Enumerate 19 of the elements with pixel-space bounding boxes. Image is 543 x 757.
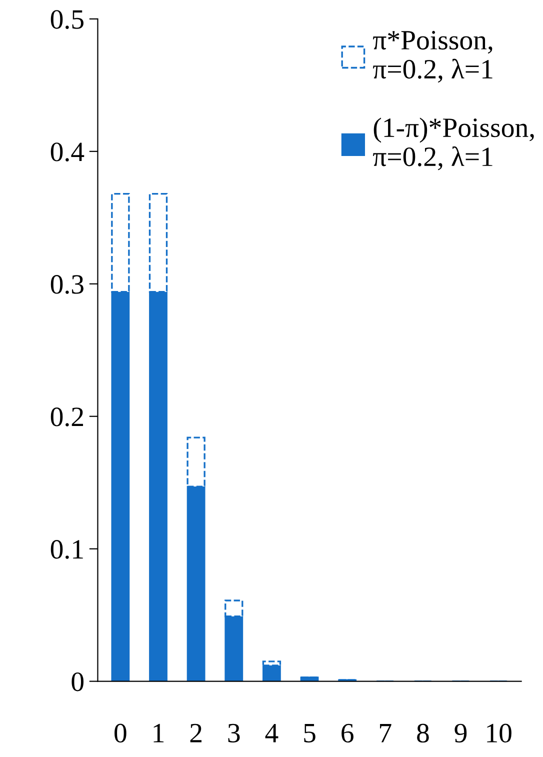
x-tick-label: 5 [304,724,316,743]
legend-label: (1-π)*Poisson, π=0.2, λ=1 [373,118,534,170]
x-tick-label: 4 [265,724,278,742]
x-tick-label: 0 [114,724,126,743]
x-tick-label: 2 [190,724,202,742]
y-tick-label: 0.2 [50,408,84,426]
y-tick-label: 0.5 [50,10,84,29]
y-tick-label: 0.4 [50,142,84,162]
y-tick-label: 0 [72,672,84,692]
x-tick-label: 3 [228,724,240,743]
legend-label: π*Poisson, π=0.2, λ=1 [373,30,492,83]
y-tick-label: 0.1 [50,540,83,559]
x-tick-label: 1 [154,724,164,742]
y-tick-label: 0.3 [50,275,84,294]
x-tick-label: 9 [454,724,467,743]
x-tick-label: 7 [380,724,392,742]
x-tick-label: 10 [487,724,512,743]
x-tick-label: 6 [342,724,354,743]
x-tick-label: 8 [417,724,429,743]
